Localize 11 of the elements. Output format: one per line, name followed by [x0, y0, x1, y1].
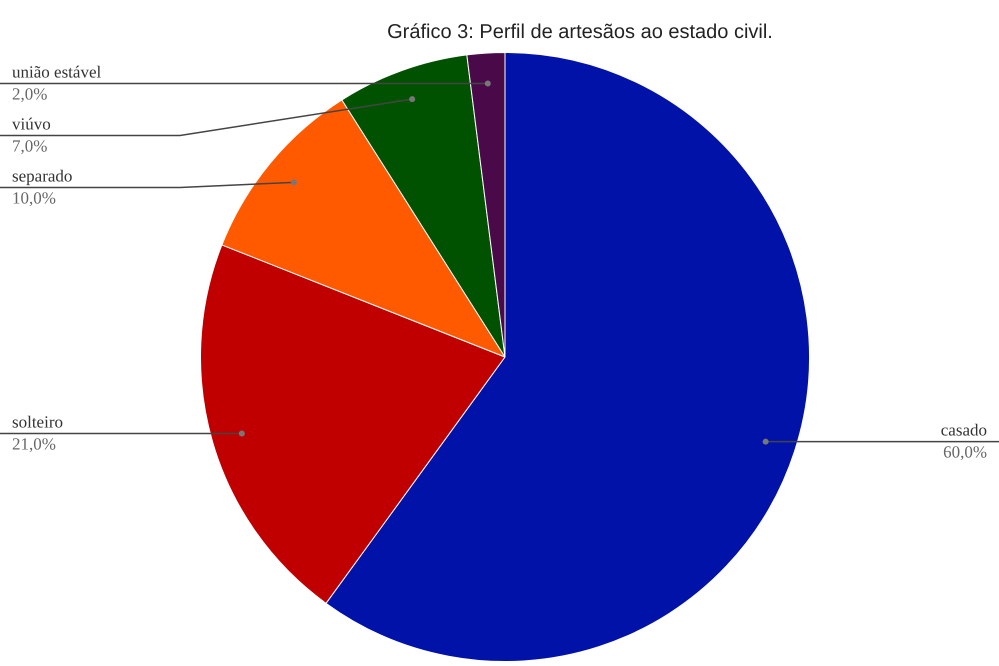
data-label: 2,0%	[12, 84, 48, 104]
slice-label: casado	[940, 420, 987, 440]
data-label: 21,0%	[12, 434, 56, 454]
slice-label: solteiro	[12, 412, 63, 432]
slice-label: separado	[12, 166, 72, 186]
slice-label: viúvo	[12, 114, 51, 134]
data-label: 7,0%	[12, 136, 48, 156]
data-label: 10,0%	[12, 188, 56, 208]
chart-title: Gráfico 3: Perfil de artesãos ao estado civil.	[387, 21, 773, 43]
data-label: 60,0%	[943, 442, 987, 462]
slice-label: união estável	[12, 62, 102, 82]
